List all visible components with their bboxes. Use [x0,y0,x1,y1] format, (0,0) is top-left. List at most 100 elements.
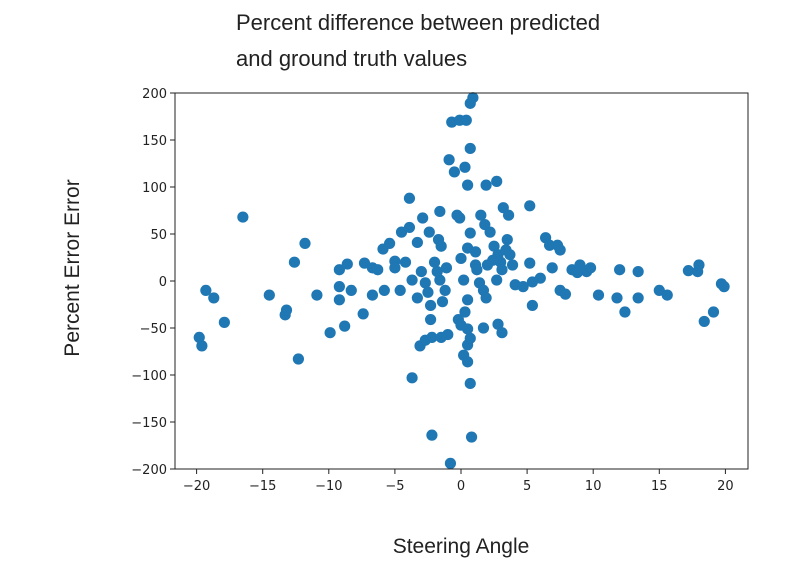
data-point [551,239,564,251]
data-point [440,262,453,274]
data-point [464,332,476,344]
data-point [462,179,474,191]
data-point [492,318,504,330]
y-axis-label: Percent Error Error [61,179,84,356]
data-point [526,299,538,312]
y-tick-label: 150 [142,134,167,149]
x-tick-label: 20 [717,479,734,494]
data-point [423,226,435,238]
data-point [411,292,423,304]
data-point [488,240,500,252]
data-point [417,212,429,224]
data-point [196,340,208,352]
data-point [339,320,351,332]
x-tick-label: 10 [585,479,602,494]
x-tick-label: −10 [315,479,342,494]
data-point [448,166,460,178]
data-point [460,114,472,126]
data-point [496,264,508,276]
data-point [208,292,220,304]
data-point [333,281,345,293]
data-point [534,272,546,284]
data-point [299,237,311,249]
data-point [341,258,353,270]
data-point [464,97,476,109]
data-point [543,239,556,251]
x-tick-label: −15 [249,479,276,494]
data-point [292,353,304,365]
data-point [434,205,446,218]
data-point [436,296,449,308]
data-point [454,212,466,224]
data-point [403,221,416,234]
data-point [682,265,694,277]
data-point [415,266,427,278]
x-tick-label: 5 [523,479,531,494]
data-point [614,264,626,276]
data-point [462,294,474,306]
data-point [333,264,345,276]
data-point [506,259,519,271]
data-point [491,175,503,187]
data-point [288,256,301,268]
data-point [459,306,471,318]
data-point [464,377,476,390]
data-point [218,316,230,328]
data-point [469,246,482,258]
chart-title-line-2: and ground truth values [236,46,468,71]
x-tick-label: −5 [385,479,404,494]
data-point [455,252,467,265]
data-point [501,234,513,246]
data-point [619,306,631,318]
data-point [406,274,418,286]
data-point [372,264,384,276]
y-axis: 200 150 100 50 0 −50 −100 −150 −200 [131,87,175,478]
data-point [389,262,401,274]
data-point [611,292,623,304]
data-point [571,266,583,279]
x-axis-label: Steering Angle [393,535,530,558]
data-point [502,209,515,221]
y-tick-label: 200 [142,87,167,102]
data-point [394,284,406,296]
x-axis: −20 −15 −10 −5 0 5 10 15 20 [183,469,734,494]
data-point [559,288,572,300]
data-point [584,262,597,274]
x-tick-label: 0 [457,479,465,494]
data-point [419,277,431,289]
data-point [411,236,423,249]
points-layer [193,92,730,469]
data-point [524,257,536,269]
data-point [517,281,529,293]
y-tick-label: −200 [131,463,167,478]
data-point [280,304,293,316]
y-tick-label: 0 [159,275,167,290]
data-point [592,289,605,301]
data-point [237,211,249,223]
data-point [661,289,673,301]
data-point [357,308,369,320]
data-point [546,262,558,274]
data-point [693,259,705,271]
data-point [698,315,710,328]
data-point [439,284,451,296]
data-point [378,284,390,296]
y-tick-label: 100 [142,181,167,196]
data-point [500,244,512,256]
data-point [444,457,457,469]
data-point [431,266,443,278]
data-point [464,227,476,239]
data-point [422,286,434,298]
data-point [484,226,496,238]
data-point [632,292,644,304]
y-tick-label: −150 [131,416,167,431]
data-point [426,429,438,441]
data-point [707,306,720,318]
chart-title-line-1: Percent difference between predicted [236,10,601,35]
data-point [200,284,212,296]
y-tick-label: 50 [150,228,167,243]
data-point [491,274,503,286]
data-point [458,274,470,286]
y-tick-label: −100 [131,369,167,384]
